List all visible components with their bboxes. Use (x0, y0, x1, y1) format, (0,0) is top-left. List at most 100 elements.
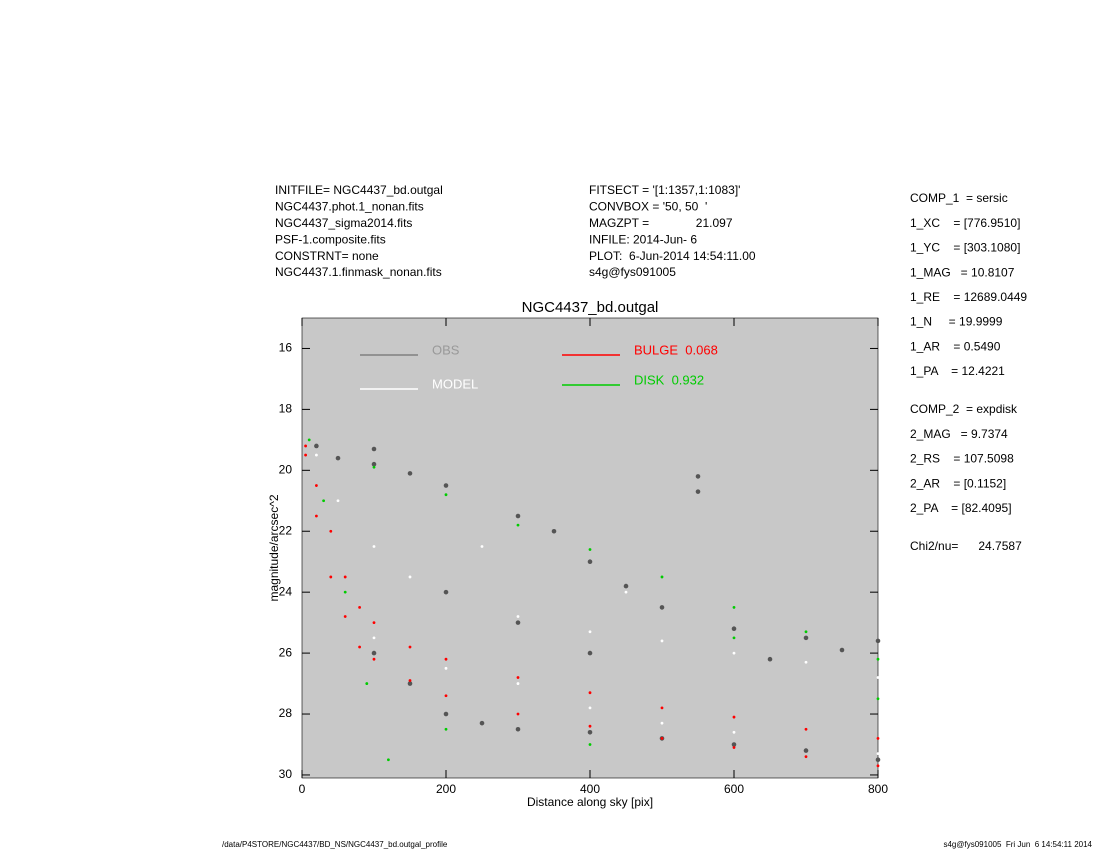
info-text: PLOT: 6-Jun-2014 14:54:11.00 (589, 249, 756, 263)
data-point (343, 575, 347, 579)
y-axis-label: magnitude/arcsec^2 (267, 494, 281, 601)
data-point (372, 636, 376, 640)
x-tick-label: 400 (580, 782, 600, 796)
data-point (336, 499, 340, 503)
data-point (372, 657, 376, 661)
data-point (443, 711, 449, 717)
data-point (587, 730, 593, 735)
param-text: 1_YC = [303.1080] (910, 241, 1020, 255)
data-point (695, 474, 701, 479)
data-point (516, 615, 520, 618)
param-text: 2_AR = [0.1152] (910, 476, 1006, 490)
info-text: MAGZPT = 21.097 (589, 216, 733, 230)
y-tick-label: 30 (279, 767, 293, 781)
param-text: 2_RS = 107.5098 (910, 452, 1014, 466)
data-point (732, 715, 736, 719)
data-point (515, 620, 521, 625)
data-point (804, 660, 808, 664)
data-point (444, 493, 448, 497)
info-text: NGC4437_sigma2014.fits (275, 216, 412, 230)
data-point (516, 712, 520, 716)
data-point (588, 724, 592, 728)
data-point (407, 471, 413, 476)
data-point (731, 742, 737, 747)
data-point (371, 461, 377, 467)
data-point (587, 559, 593, 565)
param-text: 1_AR = 0.5490 (910, 339, 1001, 353)
data-point (314, 443, 319, 449)
info-text: NGC4437.phot.1_nonan.fits (275, 200, 424, 214)
data-point (516, 676, 520, 679)
info-text: INITFILE= NGC4437_bd.outgal (275, 183, 443, 197)
data-point (315, 514, 318, 518)
data-point (803, 635, 809, 641)
data-point (516, 523, 520, 527)
data-point (588, 548, 592, 551)
x-tick-label: 600 (724, 782, 744, 796)
data-point (515, 513, 521, 519)
data-point (304, 453, 307, 457)
data-point (443, 483, 449, 488)
data-point (732, 746, 736, 749)
data-point (343, 590, 347, 594)
data-point (660, 575, 664, 579)
data-point (767, 656, 773, 662)
y-tick-label: 26 (279, 645, 293, 659)
param-text: 1_N = 19.9999 (910, 315, 1003, 329)
info-text: NGC4437.1.finmask_nonan.fits (275, 265, 442, 279)
data-point (660, 736, 664, 740)
param-text: 1_XC = [776.9510] (910, 216, 1020, 230)
chi2: Chi2/nu= 24.7587 (910, 539, 1022, 553)
y-tick-label: 20 (279, 462, 293, 476)
data-point (315, 453, 318, 457)
info-text: PSF-1.composite.fits (275, 232, 386, 246)
info-text: CONVBOX = '50, 50 ' (589, 200, 707, 214)
data-point (875, 757, 881, 763)
legend-label: MODEL (432, 376, 478, 391)
data-point (372, 465, 376, 469)
data-point (304, 444, 307, 448)
data-point (371, 446, 377, 452)
data-point (588, 630, 592, 634)
data-point (875, 638, 881, 644)
data-point (358, 645, 361, 649)
param-text: 1_PA = 12.4221 (910, 364, 1005, 378)
data-point (804, 630, 808, 634)
info-text: s4g@fys091005 (589, 265, 676, 279)
y-tick-label: 22 (279, 523, 293, 537)
info-text: INFILE: 2014-Jun- 6 (589, 232, 697, 246)
chart-title: NGC4437_bd.outgal (522, 299, 659, 316)
x-tick-label: 800 (868, 782, 888, 796)
y-tick-label: 18 (279, 402, 293, 416)
y-tick-label: 28 (279, 706, 293, 720)
y-tick-label: 16 (279, 341, 293, 355)
data-point (623, 583, 629, 589)
data-point (588, 743, 592, 746)
footer-right: s4g@fys091005 Fri Jun 6 14:54:11 2014 (943, 840, 1092, 849)
data-point (358, 606, 361, 609)
param-text: 1_MAG = 10.8107 (910, 265, 1015, 279)
data-point (659, 605, 665, 610)
data-point (876, 752, 880, 756)
data-point (479, 720, 485, 726)
data-point (408, 679, 412, 682)
data-point (443, 589, 449, 595)
data-point (551, 528, 557, 534)
param-text: 2_PA = [82.4095] (910, 501, 1012, 515)
data-point (624, 590, 628, 594)
y-tick-label: 24 (279, 584, 293, 598)
data-point (444, 666, 448, 670)
data-point (587, 650, 593, 656)
data-point (387, 758, 390, 762)
legend-label: DISK 0.932 (634, 372, 704, 387)
data-point (371, 650, 377, 656)
data-point (660, 639, 664, 643)
data-point (315, 484, 318, 487)
legend-label: OBS (432, 342, 460, 357)
data-point (408, 575, 412, 579)
x-axis-label: Distance along sky [pix] (527, 795, 653, 809)
data-point (588, 706, 592, 710)
data-point (731, 626, 737, 632)
data-point (407, 681, 413, 686)
